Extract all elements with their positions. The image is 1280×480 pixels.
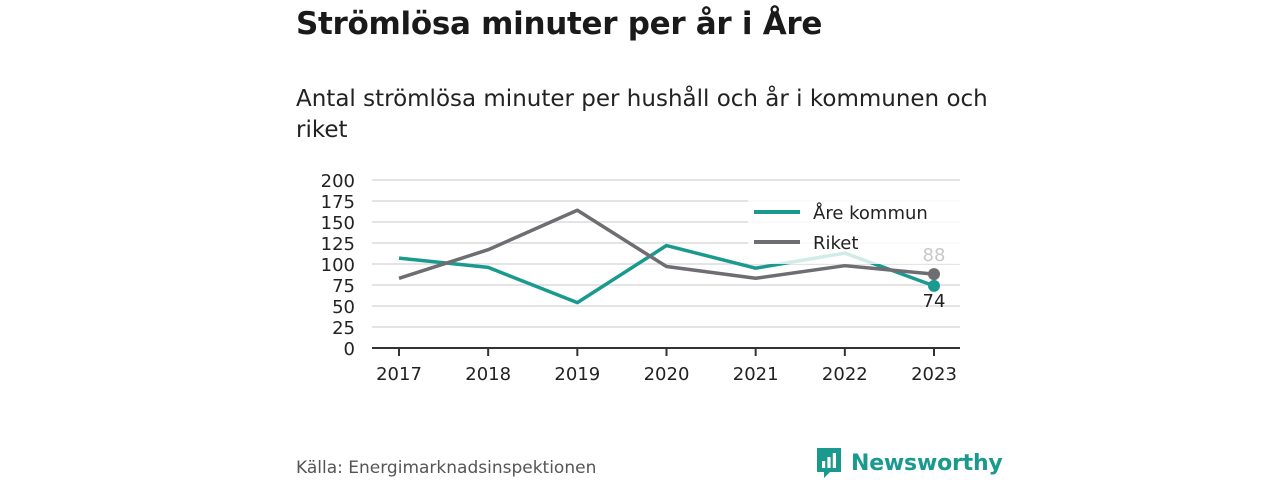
y-tick-label: 50 <box>332 297 355 318</box>
brand-name: Newsworthy <box>851 450 1003 476</box>
series-end-point-1 <box>928 268 940 281</box>
y-tick-label: 100 <box>321 255 355 276</box>
x-axis: 2017 2018 2019 2020 2021 2022 2023 <box>372 347 960 385</box>
x-tick-label: 2019 <box>554 364 600 385</box>
end-label-riket: 88 <box>923 245 946 266</box>
y-tick-label: 75 <box>332 276 355 297</box>
chart-subtitle: Antal strömlösa minuter per hushåll och … <box>296 86 988 143</box>
end-labels: 88 74 <box>923 245 946 312</box>
x-tick-label: 2018 <box>465 364 511 385</box>
y-tick-label: 150 <box>321 213 355 234</box>
x-tick-label: 2017 <box>376 364 422 385</box>
brand-logo[interactable]: Newsworthy <box>815 446 1003 480</box>
legend-label: Åre kommun <box>813 202 928 224</box>
source-note: Källa: Energimarknadsinspektionen <box>296 458 597 478</box>
x-tick-label: 2022 <box>822 364 868 385</box>
y-tick-label: 125 <box>321 234 355 255</box>
y-tick-label: 0 <box>344 339 355 360</box>
end-label-are: 74 <box>923 291 946 312</box>
series-end-point-0 <box>928 279 940 292</box>
y-tick-label: 175 <box>321 192 355 213</box>
x-tick-label: 2023 <box>911 364 957 385</box>
newsworthy-logo-icon <box>817 448 841 478</box>
legend-background <box>748 192 960 264</box>
x-tick-label: 2021 <box>733 364 779 385</box>
legend: Åre kommun Riket <box>748 192 960 264</box>
y-tick-label: 25 <box>332 318 355 339</box>
x-tick-label: 2020 <box>644 364 690 385</box>
y-tick-label: 200 <box>321 171 355 192</box>
series-line-1 <box>398 208 935 281</box>
chart-title: Strömlösa minuter per år i Åre <box>296 6 823 42</box>
legend-label: Riket <box>813 233 858 254</box>
